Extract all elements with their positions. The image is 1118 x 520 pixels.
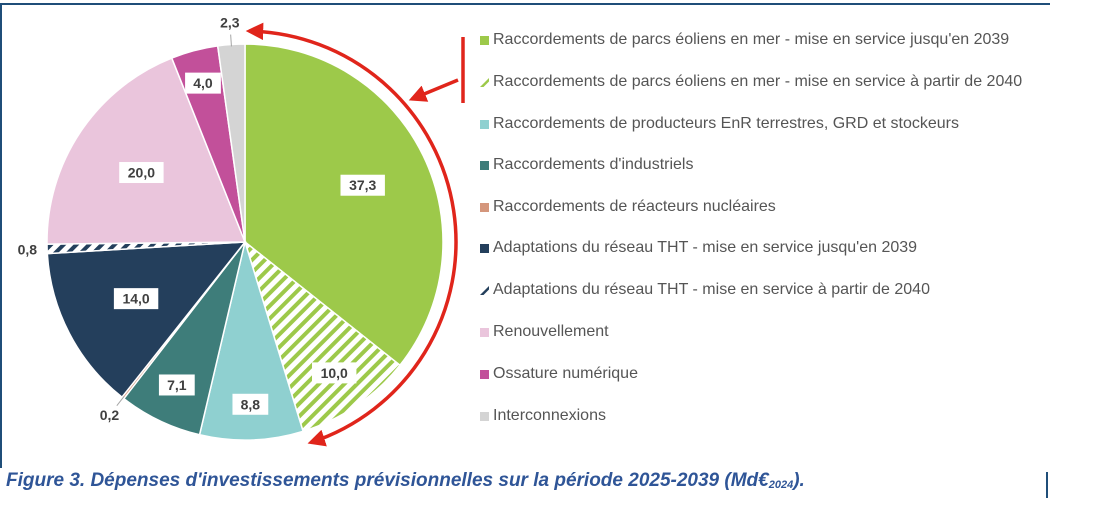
legend-label-6: Adaptations du réseau THT - mise en serv… [493,239,918,256]
caption-text: Figure 3. Dépenses d'investissements pré… [6,470,769,491]
legend-swatch-3 [480,120,489,129]
legend-item-8: Renouvellement [480,322,1048,342]
pie-slice-8 [46,57,247,245]
pie-slice-6 [46,241,247,399]
annotation-pointer-arrow [408,78,459,102]
legend-item-1: Raccordements de parcs éoliens en mer - … [480,30,1048,50]
legend-swatch-2 [480,78,489,87]
data-label-10: 2,3 [220,15,240,31]
data-label-5: 0,2 [100,407,120,423]
data-label-4: 7,1 [167,377,187,393]
legend-item-2: Raccordements de parcs éoliens en mer - … [480,72,1048,92]
data-label-box-6 [113,288,159,310]
data-label-box-4 [158,374,195,396]
legend-swatch-1 [480,36,489,45]
data-label-7: 0,8 [18,242,38,258]
caption-end: ). [793,470,805,491]
legend-swatch-8 [480,328,489,337]
data-label-8: 20,0 [128,165,155,181]
legend-label-10: Interconnexions [493,407,606,424]
data-label-box-1 [340,174,385,196]
legend-label-9: Ossature numérique [493,365,638,382]
legend-label-5: Raccordements de réacteurs nucléaires [493,198,776,215]
annotation-arc-arrow [245,22,458,447]
legend-label-3: Raccordements de producteurs EnR terrest… [493,115,959,132]
legend-label-1: Raccordements de parcs éoliens en mer - … [493,31,1010,48]
frame-left-border [0,3,2,468]
legend-item-10: Interconnexions [480,406,1048,426]
legend-swatch-7 [480,286,489,295]
red-bracket-annotation [245,22,465,447]
legend-item-3: Raccordements de producteurs EnR terrest… [480,114,1048,134]
leader-line-5 [116,396,125,406]
legend-item-6: Adaptations du réseau THT - mise en serv… [480,238,1048,258]
legend-swatch-4 [480,161,489,170]
data-label-3: 8,8 [241,396,261,412]
data-label-1: 37,3 [349,177,376,193]
data-label-box-8 [119,162,164,184]
legend-swatch-9 [480,370,489,379]
leader-line-10 [230,34,232,47]
legend-item-4: Raccordements d'industriels [480,155,1048,175]
legend-swatch-10 [480,412,489,421]
figure-caption: Figure 3. Dépenses d'investissements pré… [6,470,805,492]
frame-right-tick [1046,472,1048,498]
legend-label-7: Adaptations du réseau THT - mise en serv… [493,281,930,298]
data-label-box-9 [185,72,221,94]
caption-subscript: 2024 [768,479,794,491]
data-label-2: 10,0 [321,365,348,381]
legend-item-7: Adaptations du réseau THT - mise en serv… [480,280,1048,300]
legend-swatch-5 [480,203,489,212]
legend-label-2: Raccordements de parcs éoliens en mer - … [493,73,1023,90]
legend-swatch-6 [480,244,489,253]
legend-label-8: Renouvellement [493,323,609,340]
data-label-9: 4,0 [193,75,213,91]
frame-top-border [0,3,1050,5]
data-label-6: 14,0 [122,291,149,307]
legend-item-5: Raccordements de réacteurs nucléaires [480,197,1048,217]
legend-item-9: Ossature numérique [480,364,1048,384]
legend-label-4: Raccordements d'industriels [493,156,694,173]
